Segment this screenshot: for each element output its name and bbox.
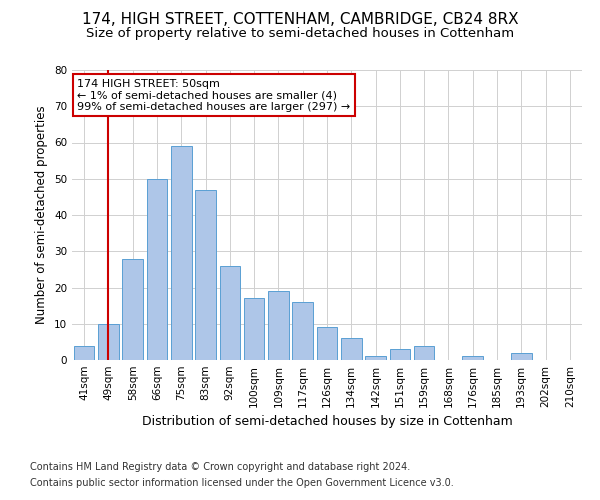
X-axis label: Distribution of semi-detached houses by size in Cottenham: Distribution of semi-detached houses by … (142, 416, 512, 428)
Bar (122, 258, 143, 360)
Bar (244, 298, 265, 360)
Text: 174, HIGH STREET, COTTENHAM, CAMBRIDGE, CB24 8RX: 174, HIGH STREET, COTTENHAM, CAMBRIDGE, … (82, 12, 518, 28)
Bar (146, 179, 167, 360)
Bar (195, 190, 216, 360)
Bar (389, 349, 410, 360)
Y-axis label: Number of semi-detached properties: Number of semi-detached properties (35, 106, 49, 324)
Bar (317, 328, 337, 360)
Bar (463, 356, 483, 360)
Bar (171, 146, 191, 360)
Bar (268, 291, 289, 360)
Text: 174 HIGH STREET: 50sqm
← 1% of semi-detached houses are smaller (4)
99% of semi-: 174 HIGH STREET: 50sqm ← 1% of semi-deta… (77, 78, 350, 112)
Bar (511, 353, 532, 360)
Text: Size of property relative to semi-detached houses in Cottenham: Size of property relative to semi-detach… (86, 28, 514, 40)
Text: Contains public sector information licensed under the Open Government Licence v3: Contains public sector information licen… (30, 478, 454, 488)
Text: Contains HM Land Registry data © Crown copyright and database right 2024.: Contains HM Land Registry data © Crown c… (30, 462, 410, 472)
Bar (414, 346, 434, 360)
Bar (74, 346, 94, 360)
Bar (365, 356, 386, 360)
Bar (341, 338, 362, 360)
Bar (220, 266, 240, 360)
Bar (292, 302, 313, 360)
Bar (98, 324, 119, 360)
